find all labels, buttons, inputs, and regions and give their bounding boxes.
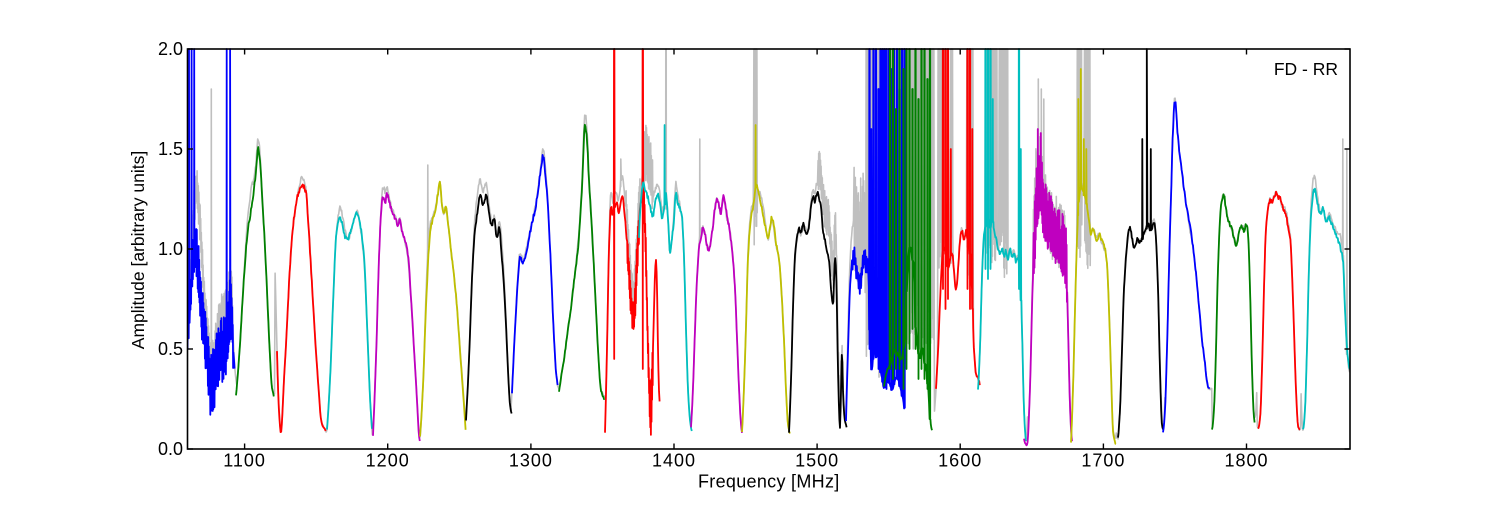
svg-text:0.0: 0.0 xyxy=(158,439,183,459)
svg-text:Frequency [MHz]: Frequency [MHz] xyxy=(698,472,840,492)
svg-text:2.0: 2.0 xyxy=(158,39,183,59)
svg-text:1.5: 1.5 xyxy=(158,139,183,159)
svg-text:1800: 1800 xyxy=(1224,451,1268,471)
svg-text:1500: 1500 xyxy=(795,451,839,471)
svg-text:1300: 1300 xyxy=(509,451,553,471)
svg-text:1.0: 1.0 xyxy=(158,239,183,259)
svg-text:1400: 1400 xyxy=(652,451,696,471)
svg-text:1600: 1600 xyxy=(938,451,982,471)
svg-text:1100: 1100 xyxy=(223,451,266,471)
svg-text:0.5: 0.5 xyxy=(158,339,183,359)
svg-text:FD - RR: FD - RR xyxy=(1274,59,1338,79)
svg-text:Amplitude [arbitrary units]: Amplitude [arbitrary units] xyxy=(128,151,148,349)
svg-text:1700: 1700 xyxy=(1081,451,1125,471)
svg-text:1200: 1200 xyxy=(366,451,410,471)
